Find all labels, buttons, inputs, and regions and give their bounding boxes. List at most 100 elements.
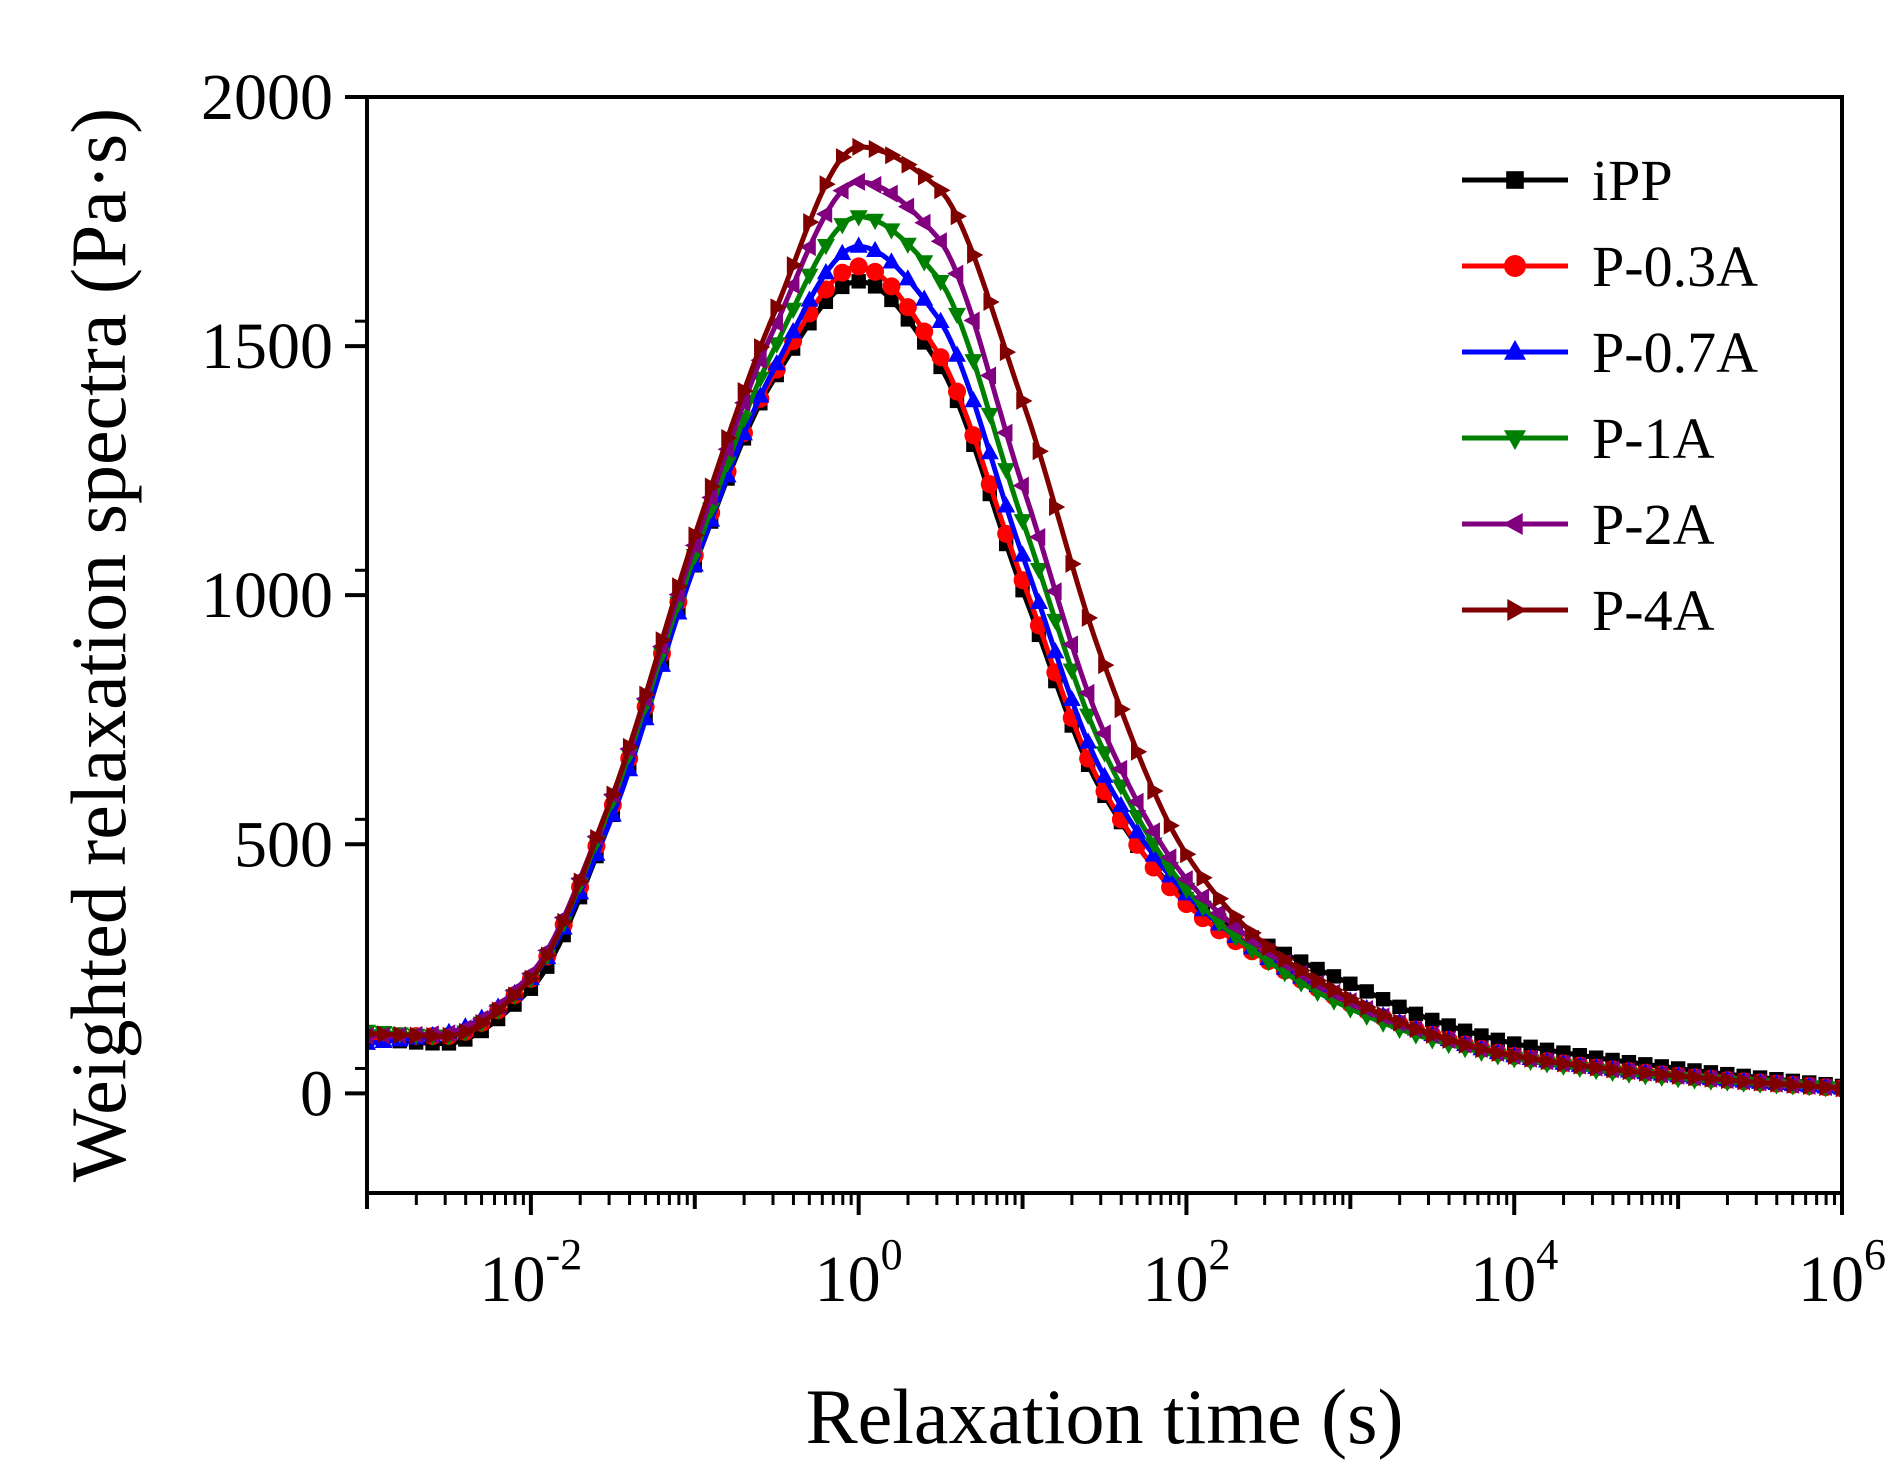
data-point [1160,848,1177,867]
data-point [1507,1036,1522,1051]
data-point [639,685,656,704]
y-tick-label: 1500 [201,310,333,383]
data-point [573,872,590,891]
x-tick-label: 10-2 [480,1230,583,1316]
data-point [915,255,934,272]
plot-frame [365,95,1844,1195]
data-point [849,236,868,253]
data-point [898,298,917,317]
data-point [868,140,885,159]
series-line [367,278,1842,1089]
data-point [914,213,931,232]
data-point [367,1028,377,1040]
data-point [967,246,984,265]
data-point [1408,1006,1424,1022]
data-point [751,386,770,403]
data-point [1130,742,1148,761]
data-point [1441,1018,1456,1033]
data-point [852,137,869,156]
data-point [704,477,722,496]
data-point [377,1025,394,1044]
x-tick-label: 100 [815,1230,903,1316]
y-tick-label: 500 [234,808,333,881]
data-point [1078,683,1095,702]
data-point [1095,766,1114,783]
data-point [948,382,966,401]
series-layer [367,137,1842,1099]
data-point [999,343,1017,362]
data-point [851,274,866,289]
data-point [849,257,868,276]
data-point [885,146,902,165]
data-point [1029,528,1046,547]
data-point [1029,563,1048,580]
data-point [1671,1066,1689,1085]
data-point [897,197,915,216]
y-tick-label: 1000 [201,559,333,632]
data-point [1704,1069,1721,1088]
data-point [475,1013,492,1032]
data-point [980,475,999,494]
data-point [1376,1006,1394,1025]
data-point [997,524,1016,543]
data-point [1013,571,1032,590]
data-point [931,311,950,328]
data-point [882,252,901,269]
data-point [1326,969,1342,984]
data-point [1127,792,1144,811]
data-point [442,1026,459,1045]
x-tick-label: 106 [1798,1230,1886,1316]
legend-item: P-2A [1462,492,1715,557]
data-point [1310,961,1325,977]
data-point [1245,923,1262,942]
data-point [948,307,966,325]
data-point [881,184,898,203]
data-point [1524,1049,1541,1068]
data-point [557,912,574,931]
data-point [786,256,804,275]
data-point [1163,816,1180,835]
data-point [491,1001,509,1020]
legend-label: P-0.3A [1592,234,1758,299]
legend-item: P-1A [1462,406,1715,471]
data-point [1262,937,1279,956]
data-point [1029,592,1048,610]
data-point [835,148,853,167]
data-point [1688,1068,1705,1087]
data-point [1046,642,1065,659]
data-point [1442,1030,1459,1049]
data-point [1606,1060,1623,1079]
data-point [866,213,885,230]
data-point [750,351,767,370]
data-point [799,238,816,257]
data-point [783,276,800,295]
data-point [901,155,918,174]
data-point [931,275,950,292]
data-point [1409,1020,1426,1039]
data-point [1209,903,1226,922]
legend-marker [1502,513,1523,535]
data-point [819,175,836,194]
data-point [1720,1071,1738,1090]
data-point [1393,1013,1410,1032]
data-point [815,205,833,224]
data-point [997,463,1016,480]
data-point [917,167,935,186]
data-point [1490,1032,1506,1048]
legend-label: P-1A [1592,406,1715,471]
legend-label: P-0.7A [1592,320,1758,385]
data-point [1278,950,1295,969]
data-point [1212,889,1230,908]
legend-item: P-4A [1462,578,1715,643]
data-point [409,1026,427,1045]
data-point [1128,822,1147,839]
data-point [835,279,850,295]
data-point [1032,442,1049,461]
data-point [1062,689,1081,707]
data-point [1049,498,1066,517]
data-point [1114,700,1131,719]
data-point [770,298,787,317]
data-point [979,366,997,385]
x-tick-label: 102 [1142,1230,1230,1316]
data-point [930,232,947,251]
